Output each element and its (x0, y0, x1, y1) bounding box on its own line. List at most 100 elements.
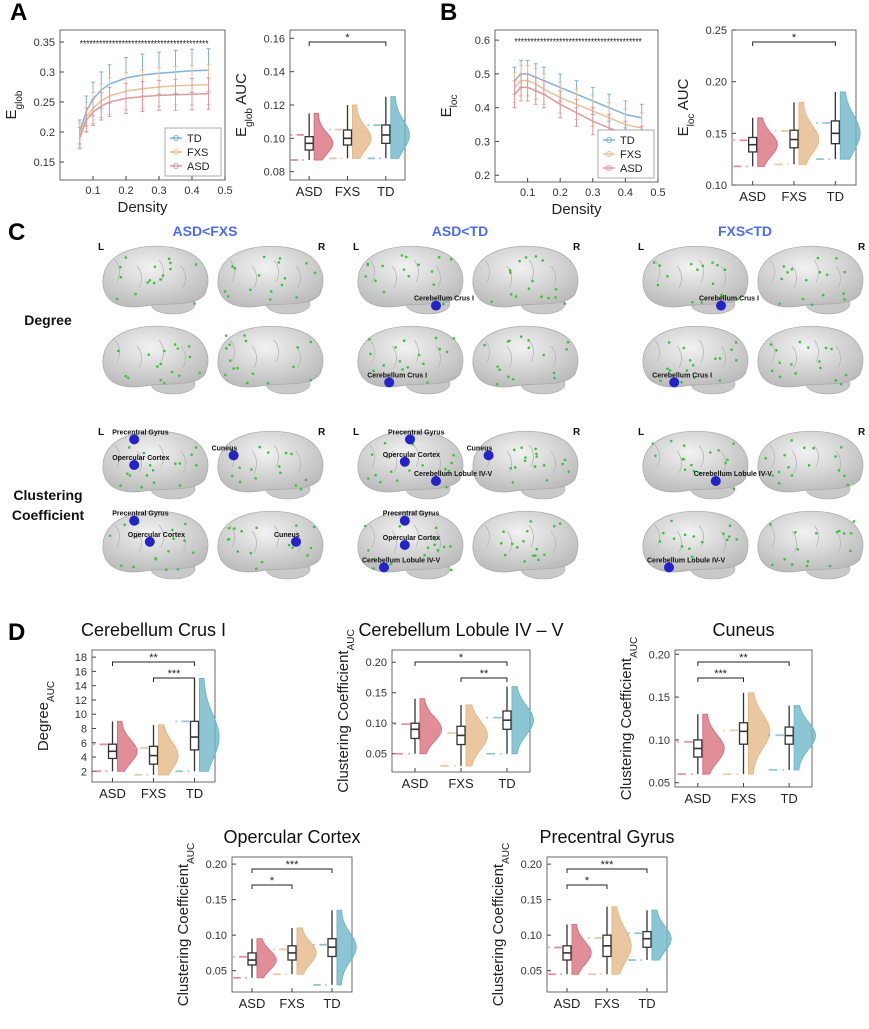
node-dot (669, 439, 673, 443)
node-dot (426, 546, 430, 550)
node-dot (722, 532, 725, 536)
raw-dot (187, 720, 190, 723)
node-dot (842, 292, 845, 295)
node-dot (807, 464, 811, 467)
brain-sulcus (413, 259, 419, 283)
node-dot (398, 524, 402, 528)
node-dot (730, 348, 733, 351)
legend-marker (606, 137, 612, 143)
y-axis-label: DegreeAUC (35, 681, 57, 751)
x-axis-label: Density (117, 199, 168, 216)
node-dot (835, 530, 839, 534)
brain-sulcus (720, 450, 726, 474)
node-dot (364, 275, 368, 278)
x-tick-label: 0.1 (85, 185, 100, 197)
node-dot (567, 470, 571, 473)
node-dot (553, 376, 556, 380)
legend-label: ASD (620, 163, 643, 175)
y-axis-label: Clustering CoefficientAUC (490, 843, 512, 1006)
raw-dot (554, 973, 556, 976)
raw-dot (175, 720, 178, 723)
hemisphere-label: L (638, 242, 644, 253)
node-dot (711, 282, 715, 285)
brain-sulcus (791, 530, 797, 554)
raw-dot (105, 743, 108, 746)
node-dot (170, 370, 174, 374)
brain-sulcus (676, 450, 682, 474)
region-node (129, 460, 140, 470)
node-dot (659, 379, 662, 382)
raw-dot (769, 768, 772, 771)
y-axis-label-main: Clustering Coefficient (175, 863, 192, 1006)
x-tick-label: ASD (402, 776, 429, 791)
chart-title: Opercular Cortex (223, 827, 360, 847)
raw-dot (688, 740, 691, 743)
node-dot (683, 533, 687, 537)
node-dot (510, 542, 514, 546)
raw-dot (367, 124, 370, 127)
box (738, 722, 749, 745)
half-violin (296, 927, 317, 975)
brain-sulcus (550, 530, 556, 554)
raw-dot (302, 133, 305, 136)
x-tick-label: FXS (279, 996, 305, 1011)
node-dot (839, 382, 843, 386)
node-dot (178, 462, 182, 465)
raw-dot (440, 764, 443, 767)
half-violin (158, 724, 179, 776)
node-dot (656, 283, 660, 287)
brain-sulcus (369, 339, 375, 363)
y-tick-label: 0.16 (264, 33, 285, 45)
node-dot (381, 264, 384, 268)
node-dot (148, 279, 152, 282)
region-label: Opercular Cortex (128, 532, 185, 539)
node-dot (563, 458, 567, 462)
raw-dot (454, 764, 456, 767)
node-dot (450, 461, 453, 465)
brain-sulcus (676, 345, 682, 369)
node-dot (422, 362, 425, 366)
raw-dot (690, 773, 693, 776)
y-axis-label-sub: AUC (346, 629, 357, 650)
brain-sulcus (158, 524, 164, 548)
node-dot (805, 564, 809, 568)
brain-sulcus (813, 444, 819, 468)
significance-label: * (459, 652, 464, 664)
node-dot (306, 554, 309, 557)
node-dot (732, 487, 736, 491)
brain-cortex (472, 510, 579, 573)
box (247, 952, 257, 966)
node-dot (183, 539, 186, 542)
node-dot (434, 537, 437, 541)
significance-bracket (697, 661, 790, 666)
y-tick-label: 0.10 (649, 735, 670, 747)
half-violin (798, 101, 820, 165)
brain-sulcus (136, 450, 142, 474)
node-dot (688, 358, 692, 362)
node-dot (119, 265, 122, 269)
node-dot (658, 264, 662, 267)
column-title: ASD<FXS (173, 223, 238, 239)
raw-dot (93, 743, 96, 746)
region-label: Cerebellum Lobule IV-V (694, 471, 773, 478)
node-dot (843, 270, 846, 274)
node-dot (283, 276, 287, 280)
series-line (514, 79, 642, 129)
significance-label: *** (286, 859, 300, 871)
y-axis-label-main: E (3, 109, 20, 119)
node-dot (278, 465, 281, 468)
hemisphere-label: L (98, 242, 104, 253)
node-dot (688, 547, 691, 551)
brain-sulcus (413, 339, 419, 363)
node-dot (279, 471, 282, 475)
node-dot (682, 444, 686, 447)
raw-dot (729, 729, 732, 732)
raw-dot (677, 740, 680, 743)
brain-sulcus (413, 444, 419, 468)
node-dot (379, 480, 382, 484)
x-tick-label: FXS (448, 776, 474, 791)
brain-sulcus (654, 524, 660, 548)
x-tick-label: 0.5 (217, 185, 232, 197)
node-dot (778, 375, 782, 379)
hemisphere-label: L (353, 242, 359, 253)
